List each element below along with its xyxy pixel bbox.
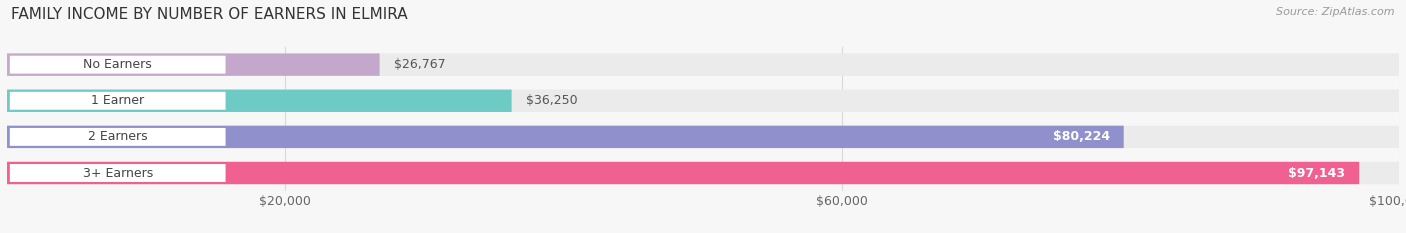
FancyBboxPatch shape xyxy=(7,162,1360,184)
Text: 3+ Earners: 3+ Earners xyxy=(83,167,153,179)
FancyBboxPatch shape xyxy=(7,53,1399,76)
Text: $36,250: $36,250 xyxy=(526,94,576,107)
Text: 1 Earner: 1 Earner xyxy=(91,94,145,107)
FancyBboxPatch shape xyxy=(7,89,512,112)
Text: $80,224: $80,224 xyxy=(1053,130,1109,143)
FancyBboxPatch shape xyxy=(10,164,225,182)
Text: FAMILY INCOME BY NUMBER OF EARNERS IN ELMIRA: FAMILY INCOME BY NUMBER OF EARNERS IN EL… xyxy=(11,7,408,22)
Text: $26,767: $26,767 xyxy=(394,58,446,71)
FancyBboxPatch shape xyxy=(7,53,380,76)
FancyBboxPatch shape xyxy=(10,56,225,74)
FancyBboxPatch shape xyxy=(7,126,1399,148)
Text: 2 Earners: 2 Earners xyxy=(89,130,148,143)
Text: $97,143: $97,143 xyxy=(1288,167,1346,179)
Text: No Earners: No Earners xyxy=(83,58,152,71)
FancyBboxPatch shape xyxy=(10,128,225,146)
FancyBboxPatch shape xyxy=(7,162,1399,184)
FancyBboxPatch shape xyxy=(7,126,1123,148)
FancyBboxPatch shape xyxy=(7,89,1399,112)
Text: Source: ZipAtlas.com: Source: ZipAtlas.com xyxy=(1277,7,1395,17)
FancyBboxPatch shape xyxy=(10,92,225,110)
